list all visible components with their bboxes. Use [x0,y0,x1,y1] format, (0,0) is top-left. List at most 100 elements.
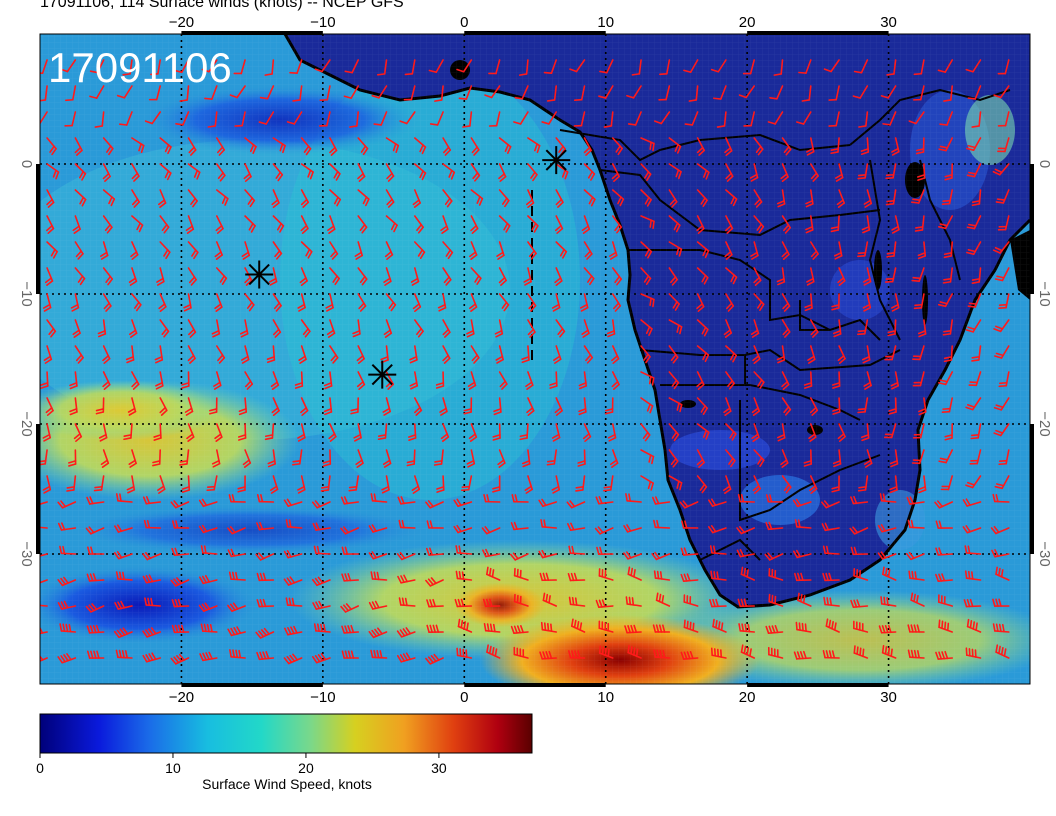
frame-tick [1030,164,1034,294]
wind-barb [915,137,925,155]
wind-barb [453,524,473,534]
wind-barb [653,519,671,529]
frame-tick [36,164,40,294]
wind-barb [239,319,249,338]
wind-barb [198,524,218,534]
wind-barb [312,522,331,531]
wind-barb [46,137,57,156]
wind-barb [696,423,710,440]
wind-barb [655,592,671,607]
wind-barb [312,600,331,610]
wind-barb [292,85,303,102]
wind-barb [470,215,479,234]
date-stamp: 17091106 [48,44,232,91]
wind-barb [470,163,481,182]
wind-barb [653,649,671,659]
wind-barb [488,59,501,75]
wind-barb [266,345,276,364]
wind-barb [917,319,927,338]
lon-label: 10 [597,689,614,706]
wind-barb [725,449,736,468]
wind-barb [683,594,699,607]
wind-barb [611,163,620,182]
wind-barb [122,59,133,76]
wind-barb [937,59,954,73]
wind-barb [934,500,954,509]
frame-tick [747,683,889,687]
wind-barb [725,371,735,390]
frame-tick [36,424,40,554]
wind-barb [498,371,508,390]
wind-barb [821,522,840,532]
wind-barb [158,293,167,312]
wind-barb [227,548,246,558]
wind-barb [822,545,840,555]
wind-barb [809,163,819,182]
wind-barb [525,371,534,390]
wind-barb [153,423,162,441]
wind-barb [583,137,592,156]
wind-barb [187,137,197,156]
wind-barb [604,397,614,415]
wind-barb [46,215,55,234]
frame-tick [181,31,323,35]
colorbar-label: Surface Wind Speed, knots [202,776,372,792]
wind-barb [142,652,162,663]
wind-barb [442,319,451,338]
wind-barb [611,267,623,286]
wind-barb [74,345,84,364]
wind-barb [86,573,105,582]
wind-barb [267,449,276,468]
wind-barb [255,627,275,639]
lon-label: −10 [310,689,335,706]
wind-barb [917,163,926,181]
wind-barb [453,498,473,507]
wind-barb [40,449,48,466]
wind-barb [256,493,275,503]
wind-barb [738,623,756,633]
wind-barb [398,597,416,607]
wind-barb [668,267,678,286]
wind-barb [40,579,48,584]
wind-barb [680,547,699,556]
wind-barb [183,293,192,312]
wind-barb [258,111,275,125]
lat-label: −30 [1036,541,1053,566]
wind-barb [42,423,51,442]
wind-barb [131,137,145,154]
wind-barb [344,59,360,74]
wind-barb [905,551,925,561]
wind-barb [442,189,453,208]
wind-barb [74,241,84,260]
wind-barb [862,293,872,312]
wind-barb [498,215,511,233]
wind-barb [611,137,623,156]
wind-barb [853,568,869,581]
axis-frame-ticks [36,31,1034,687]
wind-barb [171,547,190,557]
wind-barb [352,319,361,338]
wind-barb [368,524,388,533]
wind-barb [373,111,388,126]
wind-barb [227,626,246,637]
wind-barb [329,345,339,364]
wind-barb [804,293,813,312]
wind-barb [640,215,655,230]
wind-barb [206,475,218,492]
wind-barb [513,593,529,607]
wind-barb [794,572,812,582]
wind-barb [611,189,625,207]
wind-barb [527,319,536,338]
wind-barb [300,163,314,180]
wind-barb [159,215,170,234]
wind-barb [852,85,869,99]
wind-barb [742,59,756,75]
wind-barb [155,371,164,390]
wind-barb [540,519,558,529]
wind-barb [877,524,897,533]
wind-barb [640,345,651,364]
wind-barb [69,371,78,390]
wind-barb [546,85,558,102]
wind-barb [319,85,331,102]
wind-barb [435,371,445,389]
